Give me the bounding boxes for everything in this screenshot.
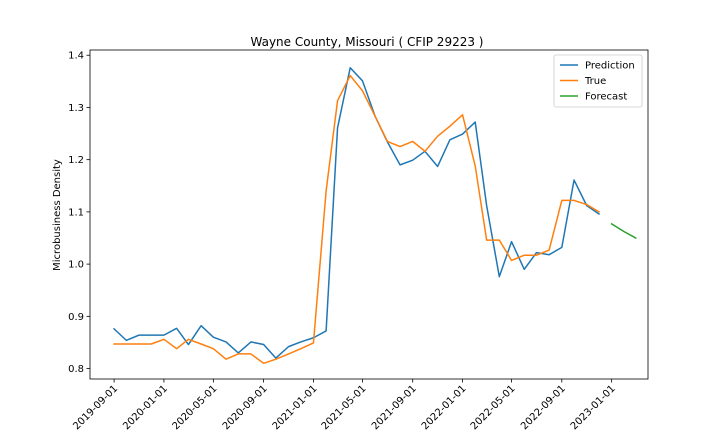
y-tick-label: 1.1 — [68, 207, 84, 218]
plot-frame — [89, 49, 649, 380]
series-line-forecast — [610, 222, 637, 240]
legend-label: Prediction — [585, 61, 635, 72]
y-tick-label: 1.0 — [68, 260, 84, 271]
series-line-true — [113, 74, 601, 365]
y-axis: 0.8 0.9 1.0 1.1 1.2 1.3 1.4 — [68, 51, 90, 375]
legend-label: True — [584, 76, 606, 87]
y-tick-label: 0.8 — [68, 364, 84, 375]
series-line-prediction — [113, 67, 601, 359]
plot-area — [89, 49, 649, 380]
y-tick-label: 0.9 — [68, 312, 84, 323]
y-tick-label: 1.2 — [68, 155, 84, 166]
legend-label: Forecast — [585, 92, 627, 103]
series-layer — [113, 67, 637, 365]
y-axis-label: Microbusiness Density — [52, 159, 63, 271]
legend: Prediction True Forecast — [553, 54, 643, 108]
y-tick-label: 1.3 — [68, 103, 84, 114]
chart-title: Wayne County, Missouri ( CFIP 29223 ) — [251, 35, 484, 49]
y-tick-label: 1.4 — [68, 51, 84, 62]
legend-box — [553, 54, 643, 108]
